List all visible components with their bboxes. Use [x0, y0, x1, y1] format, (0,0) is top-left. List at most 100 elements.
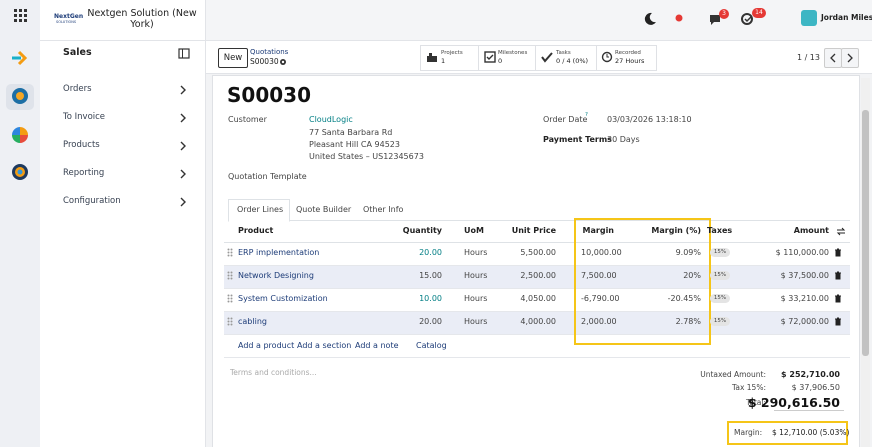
smart-button-value[interactable]: 0: [498, 57, 503, 65]
smart-button-value[interactable]: 27 Hours: [615, 57, 645, 65]
terms-placeholder[interactable]: Terms and conditions...: [230, 368, 317, 377]
menu-chevron[interactable]: [179, 141, 187, 151]
address-line: Pleasant Hill CA 94523: [309, 140, 400, 149]
menu-item[interactable]: To Invoice: [63, 112, 106, 122]
cell[interactable]: cabling: [238, 317, 267, 326]
menu-item[interactable]: Products: [63, 140, 100, 150]
cell: $ 72,000.00: [780, 317, 829, 326]
add-line-action[interactable]: Add a section: [297, 341, 352, 350]
pager-value: 1 / 13: [796, 53, 820, 62]
row-border: [224, 288, 850, 289]
app-icon[interactable]: [10, 162, 30, 182]
menu-chevron[interactable]: [179, 169, 187, 179]
company-name[interactable]: Nextgen Solution (New York): [87, 8, 197, 30]
row-highlight: [224, 311, 850, 334]
milestones-icon: [484, 51, 496, 63]
messages-icon[interactable]: [708, 12, 722, 26]
optional-columns-toggle[interactable]: [836, 227, 846, 236]
drag-handle[interactable]: [227, 248, 233, 257]
tab[interactable]: Quote Builder: [296, 205, 352, 214]
cell: -20.45%: [667, 294, 701, 303]
cell[interactable]: System Customization: [238, 294, 328, 303]
delete-line[interactable]: [834, 317, 842, 326]
column-header: Product: [238, 226, 274, 235]
smart-button-label[interactable]: Projects: [441, 50, 463, 56]
sidebar: [40, 0, 206, 447]
apps-grid-icon[interactable]: [13, 8, 27, 22]
cell: Hours: [464, 271, 488, 280]
row-border: [224, 334, 850, 335]
drag-handle[interactable]: [227, 317, 233, 326]
menu-chevron[interactable]: [179, 85, 187, 95]
tax-tag: 15%: [710, 271, 730, 280]
delete-line[interactable]: [834, 248, 842, 257]
new-button[interactable]: New: [218, 48, 248, 68]
user-name[interactable]: Jordan Miles: [821, 13, 872, 22]
column-header: Unit Price: [511, 226, 556, 235]
column-header: Taxes: [707, 226, 733, 235]
delete-line-glyph: [835, 248, 841, 257]
cell: 15.00: [419, 271, 442, 280]
menu-item[interactable]: Reporting: [63, 168, 105, 178]
status-dot[interactable]: [674, 13, 684, 23]
activity-badge: 14: [752, 8, 766, 18]
add-line-action[interactable]: Add a note: [355, 341, 399, 350]
scrollbar-thumb[interactable]: [862, 110, 869, 356]
chevron-left: [830, 53, 836, 63]
pager-previous[interactable]: [824, 48, 842, 68]
totals-label: Untaxed Amount:: [700, 370, 766, 379]
smart-button-value[interactable]: 1: [441, 57, 446, 65]
tab[interactable]: Other Info: [363, 205, 404, 214]
record-gear-glyph: [280, 59, 286, 65]
cell: 20.00: [419, 317, 442, 326]
add-line-action[interactable]: Catalog: [416, 341, 447, 350]
column-header: Margin: [582, 226, 614, 235]
menu-chevron[interactable]: [179, 113, 187, 123]
sales-app-icon[interactable]: [10, 86, 30, 106]
chat-badge: 3: [719, 9, 729, 19]
sidebar-toggle-icon[interactable]: [178, 48, 190, 59]
menu-chevron-glyph: [180, 113, 186, 123]
payment-terms: 30 Days: [607, 135, 640, 144]
cell: 2,000.00: [581, 317, 617, 326]
divider: [478, 45, 479, 71]
add-line-action[interactable]: Add a product: [238, 341, 295, 350]
menu-item[interactable]: Orders: [63, 84, 92, 94]
breadcrumb[interactable]: Quotations: [250, 48, 289, 56]
smart-buttons-box: [420, 45, 657, 71]
menu-chevron-glyph: [180, 197, 186, 207]
column-header: Margin (%): [651, 226, 701, 235]
cell: 9.09%: [675, 248, 701, 257]
smart-button-label[interactable]: Milestones: [498, 50, 528, 56]
tab[interactable]: Order Lines: [237, 205, 284, 214]
customer-link[interactable]: CloudLogic: [309, 115, 353, 124]
column-header: Amount: [793, 226, 829, 235]
activity-icon[interactable]: [740, 11, 756, 27]
app-icon[interactable]: [10, 48, 30, 68]
menu-chevron-glyph: [180, 85, 186, 95]
delete-line[interactable]: [834, 294, 842, 303]
smart-button-label[interactable]: Tasks: [556, 50, 571, 56]
delete-line[interactable]: [834, 271, 842, 280]
cell: 4,050.00: [520, 294, 556, 303]
app-icon[interactable]: [10, 125, 30, 145]
company-logo: NextGen: [54, 13, 84, 20]
projects-icon: [427, 53, 437, 62]
cell[interactable]: ERP implementation: [238, 248, 320, 257]
drag-handle[interactable]: [227, 271, 233, 280]
dark-mode-icon[interactable]: [643, 11, 657, 25]
field-label: Payment Terms: [543, 135, 612, 144]
drag-handle[interactable]: [227, 294, 233, 303]
cell[interactable]: Network Designing: [238, 271, 314, 280]
total-margin-highlight-box: [727, 421, 848, 445]
form-sheet: [212, 75, 860, 447]
smart-button-value[interactable]: 0 / 4 (0%): [556, 57, 589, 65]
record-gear[interactable]: [279, 58, 287, 66]
user-avatar[interactable]: [801, 10, 817, 26]
cell: Hours: [464, 317, 488, 326]
smart-button-label[interactable]: Recorded: [615, 50, 641, 56]
menu-item[interactable]: Configuration: [63, 196, 121, 206]
menu-chevron-glyph: [180, 141, 186, 151]
menu-chevron[interactable]: [179, 197, 187, 207]
pager-next[interactable]: [841, 48, 859, 68]
